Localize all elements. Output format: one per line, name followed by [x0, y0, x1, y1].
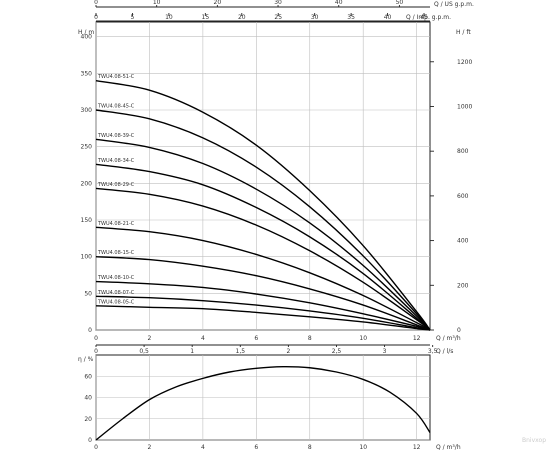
head-y-right-axis-label: H / ft — [456, 29, 471, 36]
head-x-tick-label: 10 — [359, 335, 367, 342]
head-y-tick-label: 100 — [81, 254, 93, 261]
eff-curve — [95, 365, 431, 441]
head-curve — [95, 138, 431, 331]
head-y-tick-label: 400 — [81, 34, 93, 41]
head-top-imp-tick-label: 20 — [238, 14, 246, 21]
eff-x-tick-label: 4 — [201, 444, 205, 450]
head-curve-label: TWU4.08-29-C — [97, 182, 135, 188]
head-curve-label: TWU4.08-45-C — [97, 104, 135, 110]
head-curve-label: TWU4.08-07-C — [97, 290, 135, 296]
head-top-us-tick-label: 40 — [335, 0, 343, 6]
head-top-us-axis-label: Q / US g.p.m. — [434, 1, 474, 8]
eff-x-tick-label: 8 — [308, 444, 312, 450]
eff-x-axis-label: Q / m³/h — [436, 444, 461, 450]
head-curve-label: TWU4.08-34-C — [97, 158, 135, 164]
head-curve — [95, 109, 431, 331]
head-y-right-tick-label: 1000 — [457, 103, 472, 110]
eff-y-tick-label: 20 — [84, 416, 92, 423]
head-top-us-tick-label: 0 — [94, 0, 98, 6]
head-curve — [95, 305, 431, 331]
head-top-imp-tick-label: 10 — [165, 14, 173, 21]
eff-top-ls-axis-label: Q / l/s — [436, 348, 453, 355]
eff-y-tick-label: 0 — [88, 437, 92, 444]
head-curve-label: TWU4.08-05-C — [97, 299, 135, 305]
head-top-imp-tick-label: 0 — [94, 14, 98, 21]
head-curve-label: TWU4.08-51-C — [97, 74, 135, 80]
head-y-axis-label: H / m — [78, 29, 94, 36]
eff-x-tick-label: 0 — [94, 444, 98, 450]
head-curve — [95, 226, 431, 331]
eff-x-tick-label: 12 — [413, 444, 421, 450]
head-top-us-tick-label: 10 — [153, 0, 161, 6]
eff-y-tick-label: 60 — [84, 373, 92, 380]
head-top-imp-tick-label: 30 — [311, 14, 319, 21]
head-x-tick-label: 12 — [413, 335, 421, 342]
head-curve — [95, 187, 431, 331]
eff-top-ls-tick-label: 0,5 — [139, 348, 149, 355]
head-top-imp-tick-label: 40 — [384, 14, 392, 21]
head-y-right-tick-label: 0 — [457, 327, 461, 334]
head-x-tick-label: 0 — [94, 335, 98, 342]
eff-top-ls-tick-label: 1 — [190, 348, 194, 355]
head-top-imp-tick-label: 45 — [420, 14, 428, 21]
head-chart: 0 2 4 6 8 10 120501001502002503003504000200400… — [78, 0, 474, 342]
head-curve-label: TWU4.08-15-C — [97, 250, 135, 256]
head-x-tick-label: 4 — [201, 335, 205, 342]
head-curve-label: TWU4.08-21-C — [97, 221, 135, 227]
head-x-tick-label: 8 — [308, 335, 312, 342]
eff-top-ls-tick-label: 2 — [286, 348, 290, 355]
head-top-imp-tick-label: 35 — [347, 14, 355, 21]
head-top-us-tick-label: 30 — [274, 0, 282, 6]
head-top-us-tick-label: 50 — [396, 0, 404, 6]
head-curve — [95, 280, 431, 331]
head-x-axis-label: Q / m³/h — [436, 335, 461, 342]
head-curve — [95, 295, 431, 331]
head-y-tick-label: 200 — [81, 180, 93, 187]
head-curve — [95, 255, 431, 331]
head-y-right-tick-label: 600 — [457, 193, 469, 200]
head-y-tick-label: 50 — [84, 290, 92, 297]
eff-top-ls-tick-label: 3 — [383, 348, 387, 355]
eff-top-ls-tick-label: 1,5 — [236, 348, 246, 355]
head-x-tick-label: 6 — [254, 335, 258, 342]
head-curve-label: TWU4.08-10-C — [97, 275, 135, 281]
efficiency-chart: 0 2 4 6 8 10 12 0 20 40 60 0 0,5 1 1,5 2 2,5 3 3,5 η / % Q /… — [78, 344, 461, 450]
head-top-imp-tick-label: 5 — [131, 14, 135, 21]
head-curve-label: TWU4.08-39-C — [97, 133, 135, 139]
eff-x-tick-label: 10 — [359, 444, 367, 450]
head-y-right-tick-label: 1200 — [457, 59, 472, 66]
head-y-right-tick-label: 200 — [457, 282, 469, 289]
head-curve — [95, 79, 431, 331]
head-top-imp-tick-label: 15 — [202, 14, 210, 21]
eff-y-axis-label: η / % — [78, 356, 94, 363]
eff-y-tick-label: 40 — [84, 395, 92, 402]
head-y-tick-label: 300 — [81, 107, 93, 114]
eff-top-ls-tick-label: 2,5 — [332, 348, 342, 355]
head-y-tick-label: 0 — [88, 327, 92, 334]
head-y-right-tick-label: 400 — [457, 238, 469, 245]
eff-top-ls-tick-label: 3,5 — [428, 348, 438, 355]
head-top-imp-tick-label: 25 — [274, 14, 282, 21]
head-y-right-tick-label: 800 — [457, 148, 469, 155]
head-y-tick-label: 350 — [81, 70, 93, 77]
head-y-tick-label: 250 — [81, 144, 93, 151]
head-top-us-tick-label: 20 — [214, 0, 222, 6]
head-curve — [95, 163, 431, 331]
eff-x-tick-label: 6 — [254, 444, 258, 450]
watermark: Bnivxop — [522, 437, 546, 444]
head-top-imp-axis-label: Q / Imp. g.p.m. — [406, 14, 451, 21]
head-x-tick-label: 2 — [148, 335, 152, 342]
eff-top-ls-tick-label: 0 — [94, 348, 98, 355]
eff-x-tick-label: 2 — [148, 444, 152, 450]
head-y-tick-label: 150 — [81, 217, 93, 224]
